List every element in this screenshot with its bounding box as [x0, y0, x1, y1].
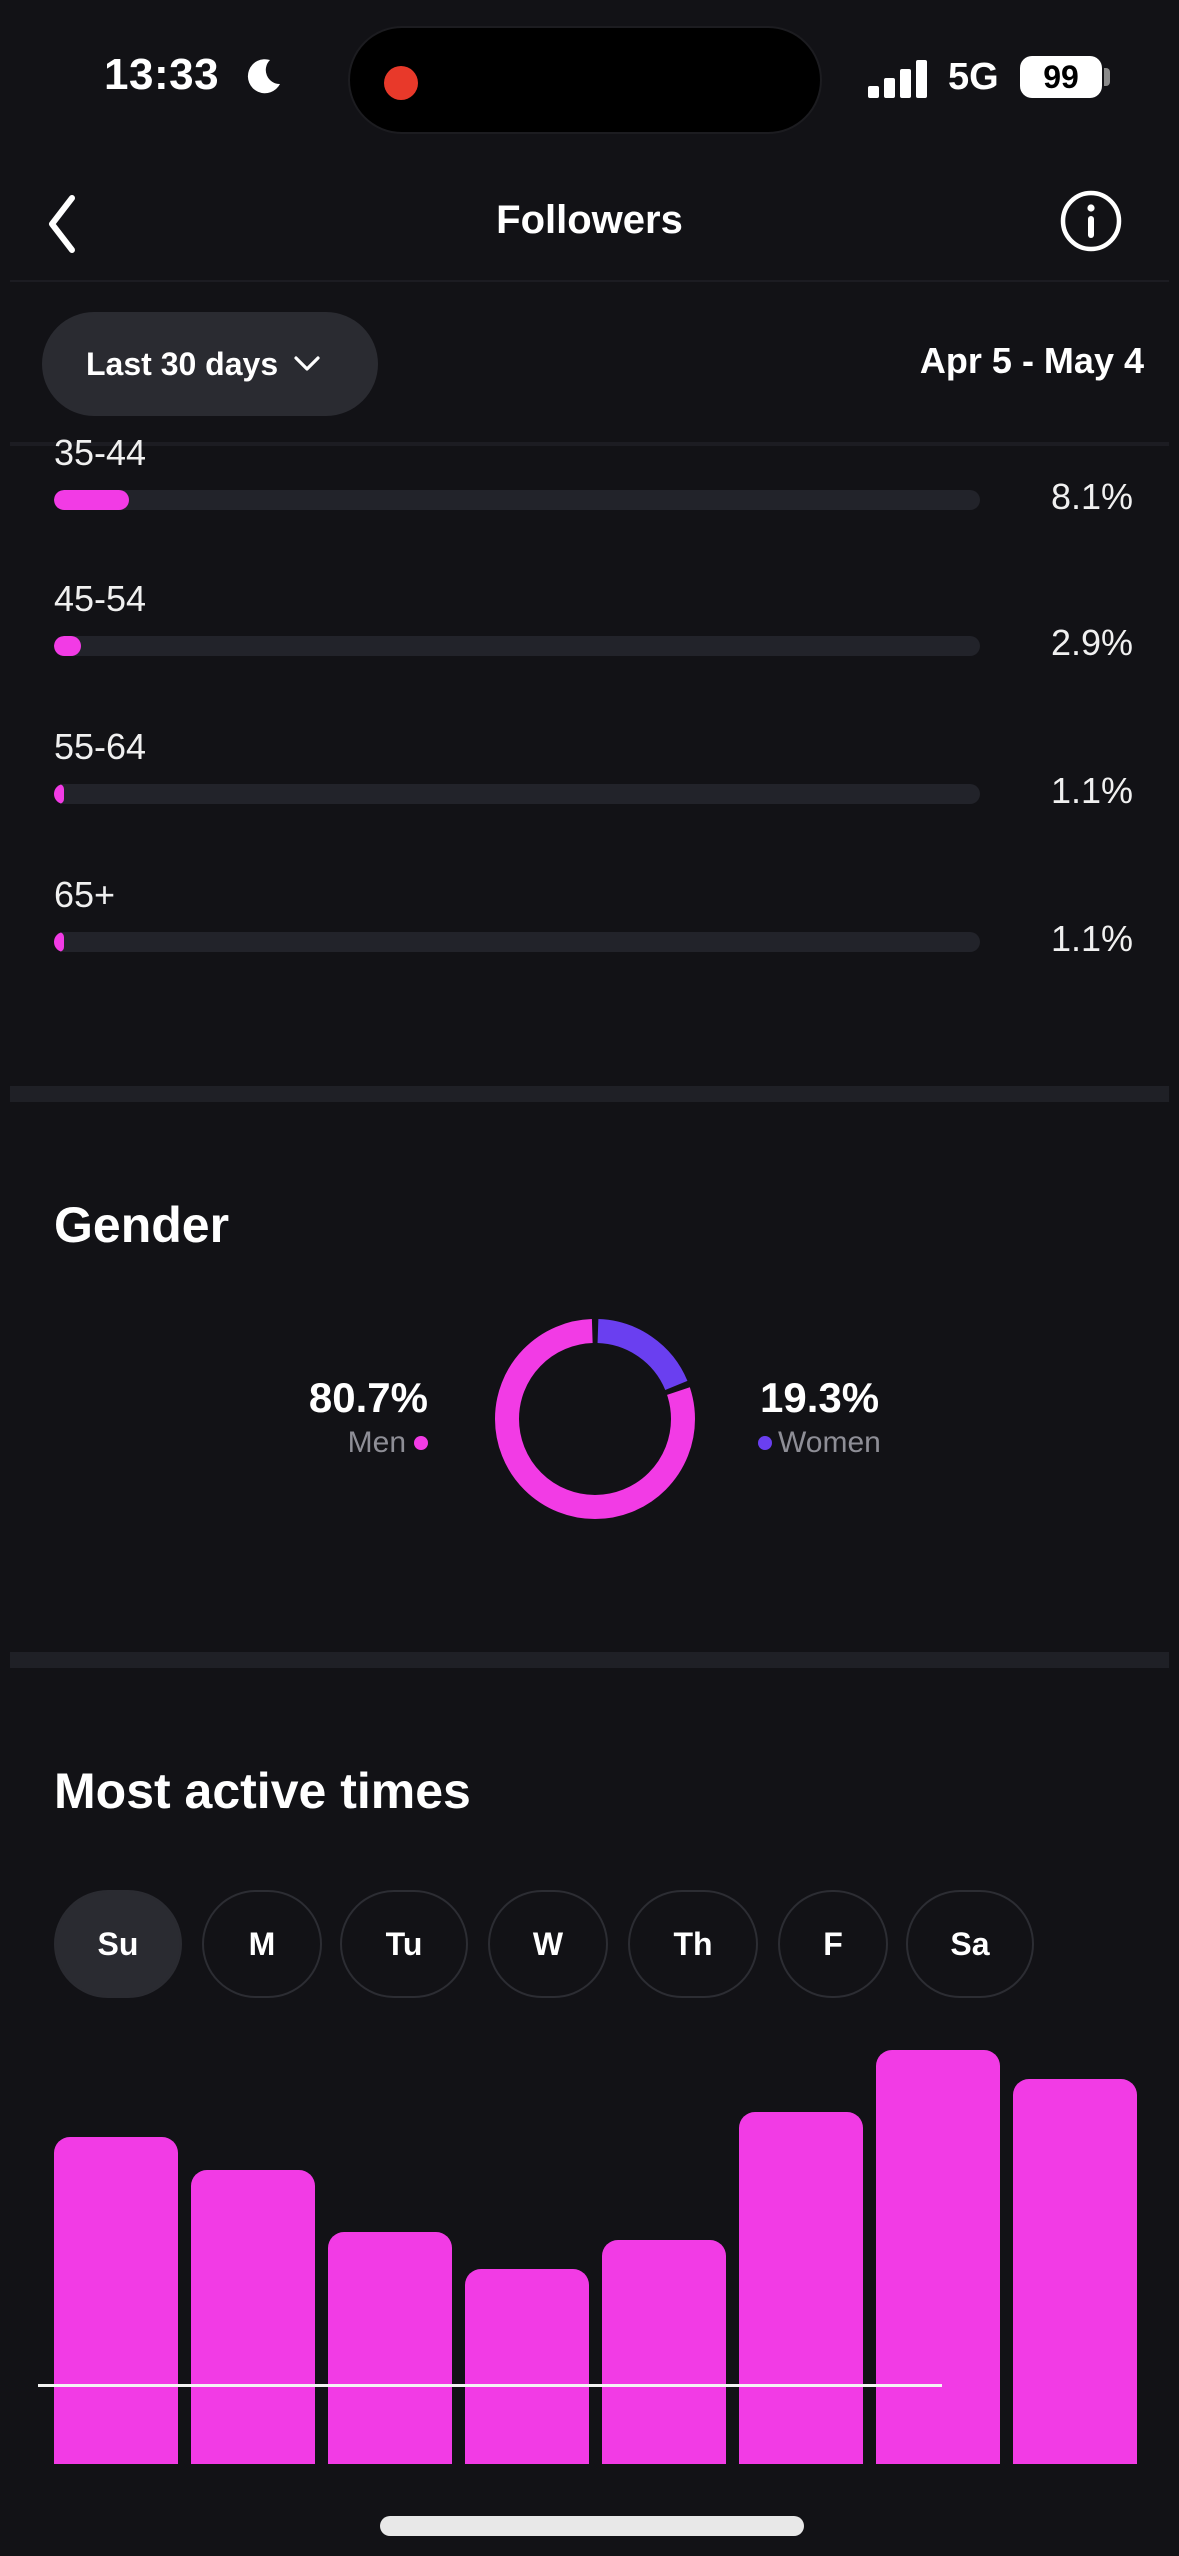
chevron-left-icon[interactable] [32, 186, 96, 262]
day-tab-thursday[interactable]: Th [628, 1890, 758, 1998]
age-percent: 1.1% [1050, 918, 1133, 959]
age-row: 35-44 8.1% [0, 432, 1179, 572]
date-range-dropdown[interactable]: Last 30 days [42, 312, 378, 416]
home-indicator[interactable] [380, 2516, 804, 2536]
status-time: 13:33 [104, 50, 220, 99]
day-tab-wednesday[interactable]: W [488, 1890, 608, 1998]
active-times-title: Most active times [54, 1763, 471, 1819]
day-tab-sunday[interactable]: Su [54, 1890, 182, 1998]
age-bar-fill [54, 932, 65, 952]
women-legend: Women [758, 1426, 881, 1460]
moon-icon [247, 59, 280, 94]
men-label: Men [347, 1426, 406, 1459]
men-dot-icon [414, 1436, 428, 1450]
age-label: 55-64 [54, 726, 147, 767]
day-tab-saturday[interactable]: Sa [906, 1890, 1034, 1998]
women-label: Women [778, 1426, 881, 1459]
chart-bar [191, 2170, 315, 2464]
chart-bar [1013, 2079, 1137, 2464]
age-percent: 1.1% [1050, 770, 1133, 811]
chart-bar [54, 2137, 178, 2464]
age-bar-track [54, 490, 980, 510]
age-label: 65+ [54, 874, 116, 915]
date-range-label: Apr 5 - May 4 [919, 340, 1144, 381]
men-slice [495, 1319, 695, 1519]
scrub-line [38, 2384, 942, 2387]
women-dot-icon [758, 1436, 772, 1450]
age-label: 45-54 [54, 578, 147, 619]
dynamic-island [348, 26, 822, 134]
chart-bar [328, 2232, 452, 2464]
chart-bar [876, 2050, 1000, 2464]
chevron-down-icon [294, 356, 320, 371]
section-divider [10, 1086, 1169, 1102]
signal-icon [868, 60, 927, 98]
section-divider [10, 1652, 1169, 1668]
age-row: 55-64 1.1% [0, 726, 1179, 866]
header-divider [10, 280, 1169, 282]
age-row: 45-54 2.9% [0, 578, 1179, 718]
age-bar-track [54, 784, 980, 804]
chart-bar [602, 2240, 726, 2464]
women-percent: 19.3% [760, 1374, 880, 1421]
age-bar-fill [54, 490, 129, 510]
active-times-bar-chart [54, 2050, 1138, 2464]
age-label: 35-44 [54, 432, 147, 473]
age-percent: 8.1% [1050, 476, 1133, 517]
chart-bar [465, 2269, 589, 2464]
men-legend: Men [348, 1426, 428, 1460]
age-bar-fill [54, 636, 81, 656]
men-percent: 80.7% [308, 1374, 428, 1421]
range-label: Last 30 days [86, 345, 279, 382]
day-tab-monday[interactable]: M [202, 1890, 322, 1998]
network-label: 5G [948, 56, 999, 98]
record-dot-icon [384, 66, 418, 100]
day-tab-friday[interactable]: F [778, 1890, 888, 1998]
battery-nub [1104, 68, 1110, 86]
page-title: Followers [496, 198, 683, 242]
age-bar-fill [54, 784, 65, 804]
chart-bar [739, 2112, 863, 2464]
age-row: 65+ 1.1% [0, 874, 1179, 1014]
info-icon[interactable] [1058, 188, 1124, 254]
gender-title: Gender [54, 1197, 230, 1253]
age-bar-track [54, 636, 980, 656]
battery-indicator: 99 [1020, 56, 1102, 98]
age-percent: 2.9% [1050, 622, 1133, 663]
filter-divider [10, 442, 1169, 446]
gender-donut-chart [495, 1319, 695, 1519]
age-bar-track [54, 932, 980, 952]
day-tab-tuesday[interactable]: Tu [340, 1890, 468, 1998]
